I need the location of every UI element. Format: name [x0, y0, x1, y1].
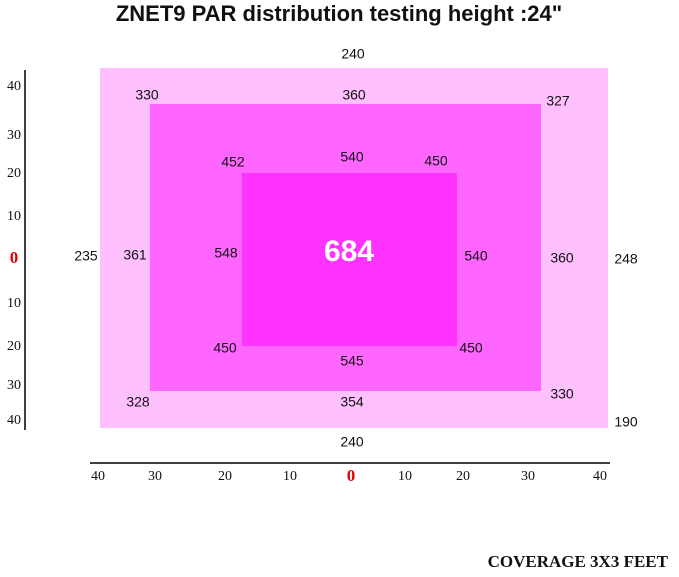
par-reading: 548 [214, 245, 238, 261]
inner-zone [242, 173, 457, 346]
x-axis-label: 40 [91, 469, 105, 484]
par-reading: 361 [123, 247, 147, 263]
par-reading: 235 [74, 248, 98, 264]
par-reading: 540 [340, 149, 364, 165]
par-reading: 545 [340, 353, 364, 369]
y-axis-label: 0 [10, 248, 19, 267]
y-axis-label: 40 [7, 413, 21, 428]
y-axis-label: 30 [7, 128, 21, 143]
x-axis-label: 10 [398, 469, 412, 484]
par-reading: 450 [424, 153, 448, 169]
y-axis-label: 20 [7, 339, 21, 354]
par-reading: 360 [550, 250, 574, 266]
par-reading: 240 [340, 434, 364, 450]
par-reading: 248 [614, 251, 638, 267]
x-axis-label: 0 [347, 466, 356, 485]
par-reading: 354 [340, 394, 364, 410]
par-reading: 450 [459, 340, 483, 356]
par-reading: 330 [135, 87, 159, 103]
y-axis-label: 10 [7, 209, 21, 224]
x-axis-label: 40 [593, 469, 607, 484]
x-axis-label: 30 [148, 469, 162, 484]
y-axis-label: 10 [7, 296, 21, 311]
y-axis-label: 30 [7, 378, 21, 393]
par-reading: 190 [614, 414, 638, 430]
x-axis-label: 10 [283, 469, 297, 484]
center-reading: 684 [324, 235, 374, 268]
x-axis-label: 20 [456, 469, 470, 484]
y-axis-label: 20 [7, 166, 21, 181]
par-reading: 328 [126, 394, 150, 410]
par-reading: 452 [221, 154, 245, 170]
x-axis-label: 20 [218, 469, 232, 484]
par-reading: 360 [342, 87, 366, 103]
par-reading: 327 [546, 93, 570, 109]
y-axis-label: 40 [7, 79, 21, 94]
title: ZNET9 PAR distribution testing height :2… [116, 1, 562, 26]
x-axis-label: 30 [521, 469, 535, 484]
par-reading: 240 [341, 46, 365, 62]
par-reading: 540 [464, 248, 488, 264]
footer: COVERAGE 3X3 FEET [488, 552, 669, 571]
par-reading: 330 [550, 386, 574, 402]
par-reading: 450 [213, 340, 237, 356]
